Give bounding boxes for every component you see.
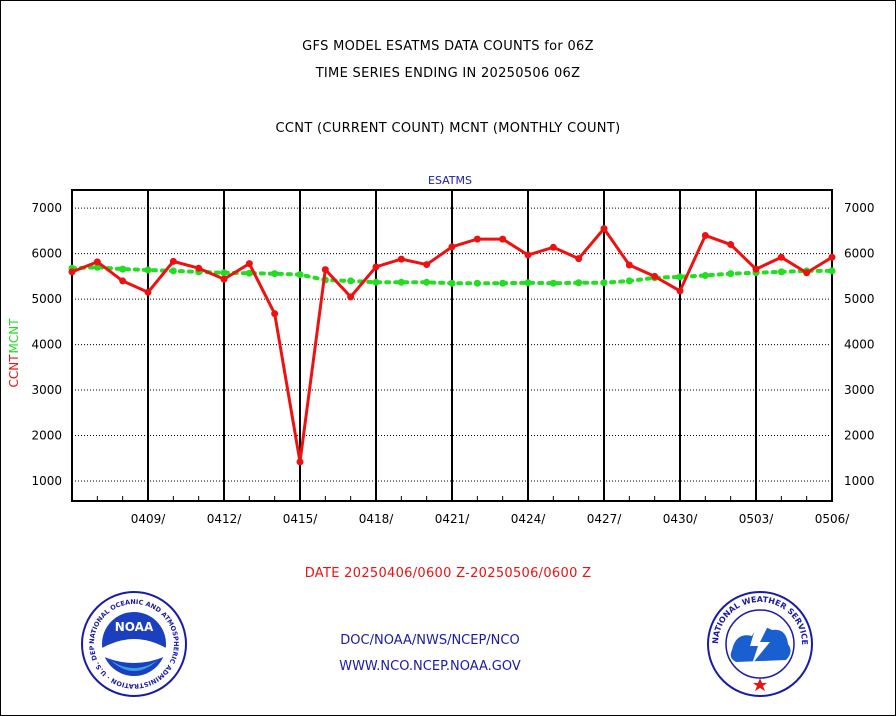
data-point-mcnt: [727, 270, 735, 278]
data-point-mcnt: [828, 267, 836, 275]
data-point-mcnt: [271, 270, 279, 278]
data-point-mcnt: [397, 278, 405, 286]
noaa-logo-icon: NATIONAL OCEANIC AND ATMOSPHERIC ADMINIS…: [80, 590, 187, 697]
data-point-mcnt: [245, 269, 253, 277]
y-tick-label-right: 6000: [844, 247, 875, 261]
x-tick-label: 0412/: [207, 512, 243, 526]
data-point-mcnt: [296, 271, 304, 279]
data-point-ccnt: [803, 269, 811, 277]
data-point-ccnt: [296, 458, 304, 466]
x-tick-label: 0506/: [815, 512, 851, 526]
x-tick-label: 0503/: [739, 512, 775, 526]
data-point-ccnt: [777, 253, 785, 261]
data-point-ccnt: [144, 288, 152, 296]
data-point-mcnt: [448, 279, 456, 287]
data-point-ccnt: [499, 235, 507, 243]
x-tick-label: 0430/: [663, 512, 699, 526]
data-point-ccnt: [93, 258, 101, 266]
data-point-ccnt: [651, 272, 659, 280]
y-tick-label-left: 6000: [31, 247, 62, 261]
y-tick-label-right: 4000: [844, 338, 875, 352]
y-tick-label-left: 4000: [31, 338, 62, 352]
data-point-ccnt: [600, 225, 608, 233]
data-point-ccnt: [68, 268, 76, 276]
data-point-ccnt: [169, 257, 177, 265]
data-point-mcnt: [347, 277, 355, 285]
nco-link-text[interactable]: DOC/NOAA/NWS/NCEP/NCO: [340, 633, 520, 648]
data-point-mcnt: [600, 279, 608, 287]
data-point-ccnt: [701, 231, 709, 239]
y-axis-label-mcnt: MCNT: [7, 318, 21, 354]
line-chart: ESATMS 1000 1000 2000 2000 3000 3000 4000 4000 5…: [7, 174, 875, 526]
data-point-mcnt: [701, 271, 709, 279]
plot-title: ESATMS: [428, 174, 472, 187]
data-point-ccnt: [321, 266, 329, 274]
data-point-ccnt: [752, 265, 760, 273]
data-point-mcnt: [423, 278, 431, 286]
data-point-ccnt: [575, 255, 583, 263]
data-point-mcnt: [625, 277, 633, 285]
data-point-mcnt: [524, 279, 532, 287]
data-point-ccnt: [245, 260, 253, 268]
data-point-mcnt: [549, 279, 557, 287]
data-point-ccnt: [195, 264, 203, 272]
data-point-ccnt: [119, 277, 127, 285]
data-point-ccnt: [676, 287, 684, 295]
data-point-ccnt: [473, 235, 481, 243]
data-point-ccnt: [271, 310, 279, 318]
data-point-ccnt: [448, 243, 456, 251]
data-point-mcnt: [93, 263, 101, 271]
data-point-ccnt: [423, 261, 431, 269]
y-tick-label-left: 1000: [31, 474, 62, 488]
y-tick-label-right: 5000: [844, 292, 875, 306]
y-tick-label-left: 3000: [31, 383, 62, 397]
y-tick-label-right: 3000: [844, 383, 875, 397]
y-tick-label-right: 2000: [844, 429, 875, 443]
y-tick-label-right: 7000: [844, 201, 875, 215]
data-point-mcnt: [777, 268, 785, 276]
data-point-mcnt: [372, 278, 380, 286]
data-point-ccnt: [524, 251, 532, 259]
grid-lines: [72, 190, 833, 501]
nws-logo-icon: NATIONAL WEATHER SERVICE: [707, 591, 813, 697]
date-range-label: DATE 20250406/0600 Z-20250506/0600 Z: [304, 566, 592, 581]
x-tick-label: 0421/: [435, 512, 471, 526]
chart-subtitle: CCNT (CURRENT COUNT) MCNT (MONTHLY COUNT…: [275, 121, 621, 136]
chart-title-line2: TIME SERIES ENDING IN 20250506 06Z: [315, 66, 581, 81]
x-axis-ticks: 0409/0412/0415/0418/0421/0424/0427/0430/…: [71, 496, 851, 526]
y-tick-label-left: 2000: [31, 429, 62, 443]
data-point-mcnt: [499, 279, 507, 287]
y-tick-label-right: 1000: [844, 474, 875, 488]
data-point-ccnt: [727, 241, 735, 249]
data-point-ccnt: [828, 253, 836, 261]
y-axis-label-ccnt: CCNT: [7, 354, 21, 388]
data-point-mcnt: [473, 279, 481, 287]
data-point-mcnt: [169, 267, 177, 275]
x-tick-label: 0424/: [511, 512, 547, 526]
x-tick-label: 0409/: [131, 512, 167, 526]
y-axis-ticks: 1000 1000 2000 2000 3000 3000 4000 4000 5000 5000…: [31, 201, 874, 488]
data-point-ccnt: [625, 261, 633, 269]
svg-text:NOAA: NOAA: [115, 620, 154, 634]
data-point-ccnt: [347, 293, 355, 301]
data-point-ccnt: [372, 263, 380, 271]
y-tick-label-left: 7000: [31, 201, 62, 215]
nco-website-link[interactable]: WWW.NCO.NCEP.NOAA.GOV: [339, 659, 521, 674]
data-point-mcnt: [676, 273, 684, 281]
data-point-mcnt: [220, 269, 228, 277]
x-tick-label: 0418/: [359, 512, 395, 526]
x-tick-label: 0427/: [587, 512, 623, 526]
data-point-ccnt: [549, 243, 557, 251]
data-point-ccnt: [220, 275, 228, 283]
series-group: [68, 225, 836, 466]
chart-title-line1: GFS MODEL ESATMS DATA COUNTS for 06Z: [302, 39, 594, 54]
data-point-ccnt: [397, 255, 405, 263]
y-tick-label-left: 5000: [31, 292, 62, 306]
x-tick-label: 0415/: [283, 512, 319, 526]
data-point-mcnt: [119, 265, 127, 273]
data-point-mcnt: [144, 266, 152, 274]
data-point-mcnt: [575, 279, 583, 287]
